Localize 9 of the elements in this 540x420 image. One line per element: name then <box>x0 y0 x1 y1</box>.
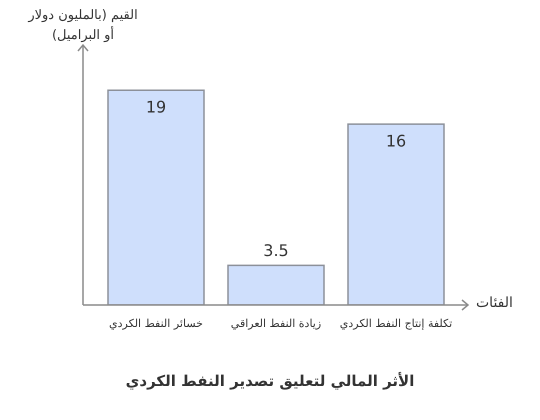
data-label: 16 <box>386 132 406 151</box>
x-tick-label: زيادة النفط العراقي <box>230 317 322 330</box>
x-tick-label: تكلفة إنتاج النفط الكردي <box>340 317 452 330</box>
x-tick-label: خسائر النفط الكردي <box>109 317 203 330</box>
data-label: 3.5 <box>263 240 289 260</box>
data-label: 19 <box>146 98 166 117</box>
text: الأثر المالي لتعليق تصدير النفط الكردي <box>124 372 416 390</box>
y-axis-title: القيم (بالمليون دولار أو البراميل) <box>26 7 139 45</box>
x-axis-title: الفئات <box>476 295 513 311</box>
